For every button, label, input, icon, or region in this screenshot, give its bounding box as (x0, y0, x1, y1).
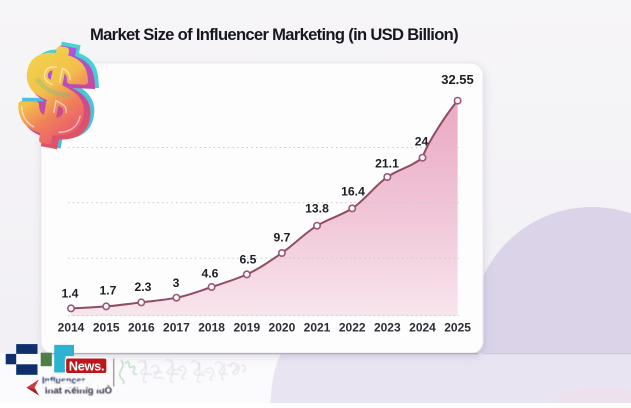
svg-text:Influencer: Influencer (42, 376, 86, 386)
svg-text:2018: 2018 (198, 321, 225, 335)
svg-text:4.6: 4.6 (202, 267, 219, 281)
svg-text:2016: 2016 (128, 321, 155, 335)
svg-text:2021: 2021 (304, 321, 331, 335)
svg-text:2017: 2017 (163, 321, 190, 335)
svg-text:3: 3 (173, 276, 180, 290)
svg-text:21.1: 21.1 (375, 157, 399, 171)
svg-text:6.5: 6.5 (240, 253, 257, 267)
svg-text:News.: News. (69, 359, 105, 374)
svg-text:2.3: 2.3 (135, 280, 152, 294)
svg-text:2024: 2024 (409, 321, 436, 335)
svg-text:9.7: 9.7 (274, 231, 291, 245)
svg-text:2022: 2022 (339, 321, 366, 335)
svg-text:2025: 2025 (444, 321, 471, 335)
svg-text:1.7: 1.7 (100, 284, 117, 298)
svg-text:16.4: 16.4 (341, 185, 365, 199)
svg-text:2020: 2020 (269, 321, 296, 335)
svg-text:32.55: 32.55 (441, 72, 474, 87)
svg-text:2023: 2023 (374, 321, 401, 335)
svg-text:2015: 2015 (93, 321, 120, 335)
svg-text:1.4: 1.4 (62, 287, 79, 301)
svg-text:24: 24 (415, 135, 429, 149)
svg-text:13.8: 13.8 (305, 202, 329, 216)
svg-text:Market Size of Influencer Mark: Market Size of Influencer Marketing (in … (90, 25, 458, 44)
svg-text:2014: 2014 (58, 321, 85, 335)
svg-text:2019: 2019 (233, 321, 260, 335)
